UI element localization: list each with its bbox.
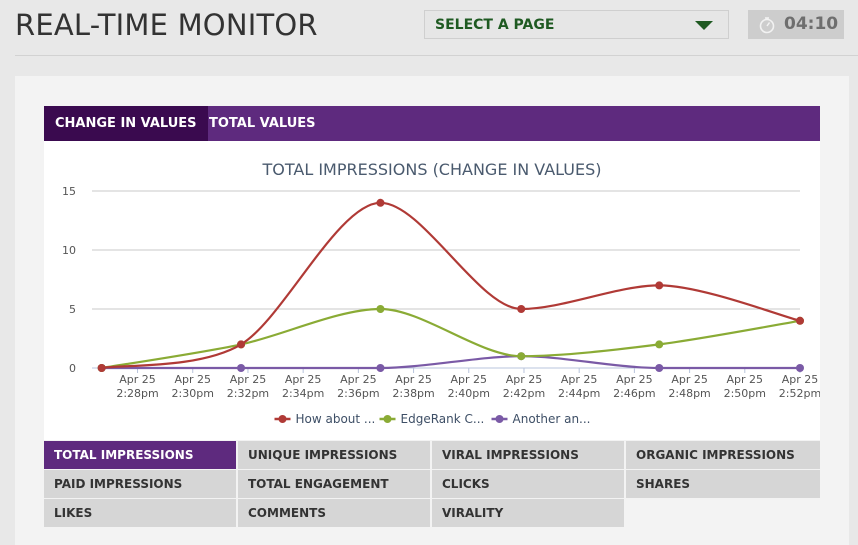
legend-marker (495, 415, 504, 423)
timer-value: 04:10 (784, 14, 839, 34)
metric-total-engagement[interactable]: TOTAL ENGAGEMENT (238, 470, 430, 498)
x-tick-label: Apr 25 (671, 373, 708, 386)
x-tick-label: 2:28pm (116, 387, 158, 400)
tab-total-values[interactable]: TOTAL VALUES (209, 116, 316, 131)
data-point (376, 305, 385, 313)
data-point (237, 340, 246, 349)
series-line (101, 201, 801, 370)
x-tick-label: Apr 25 (230, 373, 267, 386)
value-mode-tabs: CHANGE IN VALUES TOTAL VALUES (44, 106, 820, 141)
data-point (655, 364, 664, 372)
legend-label: How about ... (296, 412, 376, 426)
metric-viral-impressions[interactable]: VIRAL IMPRESSIONS (432, 441, 624, 469)
metric-likes[interactable]: LIKES (44, 499, 236, 527)
x-tick-label: Apr 25 (506, 373, 543, 386)
x-tick-label: Apr 25 (616, 373, 653, 386)
x-tick-label: 2:34pm (282, 387, 324, 400)
x-tick-label: 2:30pm (172, 387, 214, 400)
data-point (376, 364, 385, 372)
x-tick-label: Apr 25 (727, 373, 764, 386)
x-tick-label: 2:40pm (448, 387, 490, 400)
y-tick-label: 0 (69, 362, 76, 375)
y-tick-label: 5 (69, 303, 76, 316)
tab-change-in-values[interactable]: CHANGE IN VALUES (44, 106, 208, 141)
chevron-down-icon (695, 21, 713, 30)
metric-total-impressions[interactable]: TOTAL IMPRESSIONS (44, 441, 236, 469)
x-tick-label: Apr 25 (782, 373, 819, 386)
legend-marker (278, 415, 287, 423)
metric-comments[interactable]: COMMENTS (238, 499, 430, 527)
metric-organic-impressions[interactable]: ORGANIC IMPRESSIONS (626, 441, 820, 469)
metric-shares[interactable]: SHARES (626, 470, 820, 498)
x-tick-label: 2:44pm (558, 387, 600, 400)
legend-label: Another an... (513, 412, 591, 426)
legend-marker (383, 415, 392, 423)
metric-paid-impressions[interactable]: PAID IMPRESSIONS (44, 470, 236, 498)
x-tick-label: Apr 25 (174, 373, 211, 386)
x-tick-label: Apr 25 (340, 373, 377, 386)
x-tick-label: 2:32pm (227, 387, 269, 400)
page-title: REAL-TIME MONITOR (15, 8, 318, 42)
x-tick-label: 2:48pm (668, 387, 710, 400)
data-point (796, 316, 804, 325)
x-tick-label: 2:46pm (613, 387, 655, 400)
y-tick-label: 10 (62, 244, 76, 257)
series-line (101, 355, 800, 370)
x-tick-label: Apr 25 (561, 373, 598, 386)
metric-virality[interactable]: VIRALITY (432, 499, 624, 527)
page-select-dropdown[interactable]: SELECT A PAGE (424, 10, 729, 39)
chart-container: TOTAL IMPRESSIONS (CHANGE IN VALUES) 0 5 1… (44, 141, 820, 440)
series-line (101, 307, 801, 370)
metric-unique-impressions[interactable]: UNIQUE IMPRESSIONS (238, 441, 430, 469)
data-point (376, 198, 385, 207)
x-tick-label: 2:50pm (724, 387, 766, 400)
page-select-label: SELECT A PAGE (435, 17, 555, 33)
x-tick-label: 2:38pm (392, 387, 434, 400)
x-tick-label: 2:36pm (337, 387, 379, 400)
chart-title: TOTAL IMPRESSIONS (CHANGE IN VALUES) (262, 160, 602, 179)
x-tick-label: 2:42pm (503, 387, 545, 400)
data-point (97, 364, 106, 372)
stopwatch-icon (759, 17, 775, 34)
data-point (237, 364, 246, 372)
data-point (517, 305, 526, 313)
data-point (796, 364, 804, 372)
header-divider (15, 55, 858, 56)
data-point (655, 281, 664, 290)
metric-clicks[interactable]: CLICKS (432, 470, 624, 498)
x-tick-label: Apr 25 (395, 373, 432, 386)
refresh-timer: 04:10 (748, 10, 844, 39)
x-tick-label: Apr 25 (285, 373, 322, 386)
y-tick-label: 15 (62, 185, 76, 198)
data-point (517, 352, 526, 361)
data-point (655, 340, 664, 349)
legend-label: EdgeRank C... (401, 412, 485, 426)
x-tick-label: Apr 25 (451, 373, 488, 386)
x-tick-label: 2:52pm (779, 387, 820, 400)
x-tick-label: Apr 25 (119, 373, 156, 386)
